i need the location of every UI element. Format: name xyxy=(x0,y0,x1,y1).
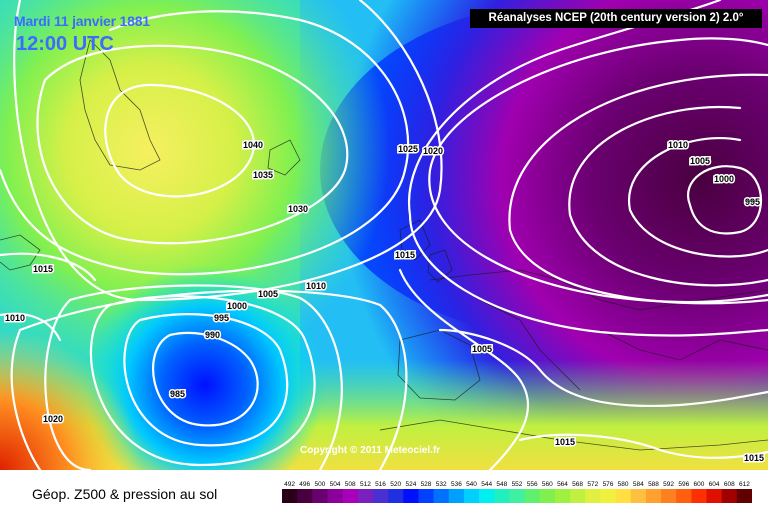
legend-swatch xyxy=(524,489,541,503)
legend-swatch xyxy=(357,489,374,503)
legend-tick-label: 576 xyxy=(603,481,614,488)
legend-tick-label: 580 xyxy=(618,481,629,488)
legend-tick-label: 492 xyxy=(284,481,295,488)
legend-tick-label: 604 xyxy=(709,481,720,488)
legend-swatch xyxy=(463,489,480,503)
legend-tick-label: 528 xyxy=(421,481,432,488)
legend-swatch xyxy=(615,489,632,503)
isobar-label: 1005 xyxy=(472,344,492,354)
isobar-label: 995 xyxy=(745,197,760,207)
isobars xyxy=(0,0,768,470)
legend-swatch xyxy=(736,489,752,503)
isobar-labels: 1040 1035 1030 1025 1020 1015 1010 1005 … xyxy=(4,139,766,465)
isobar-label: 1025 xyxy=(398,144,418,154)
legend-tick-label: 572 xyxy=(587,481,598,488)
legend-tick-label: 500 xyxy=(314,481,325,488)
isobar-label: 1000 xyxy=(227,301,247,311)
legend-swatch xyxy=(721,489,738,503)
legend-swatch xyxy=(630,489,647,503)
legend-title: Géop. Z500 & pression au sol xyxy=(32,486,218,502)
legend-tick-label: 556 xyxy=(527,481,538,488)
legend-tick-label: 512 xyxy=(360,481,371,488)
legend-tick-label: 596 xyxy=(678,481,689,488)
legend-swatch xyxy=(509,489,526,503)
legend-swatch xyxy=(645,489,662,503)
legend-tick-label: 608 xyxy=(724,481,735,488)
legend-tick-label: 552 xyxy=(512,481,523,488)
isobar-label: 1030 xyxy=(288,204,308,214)
legend-tick-label: 504 xyxy=(330,481,341,488)
legend-swatch xyxy=(297,489,313,503)
legend-swatch xyxy=(676,489,692,503)
legend-swatch xyxy=(479,489,495,503)
isobar-label: 990 xyxy=(205,330,220,340)
legend-tick-label: 532 xyxy=(436,481,447,488)
isobar-label: 1015 xyxy=(33,264,53,274)
color-scale-legend: 492 496 500 504 508 512 516 520 524 528 532 536 540 5… xyxy=(282,481,752,503)
legend-swatch xyxy=(388,489,404,503)
legend-swatch xyxy=(600,489,617,503)
time-label: 12:00 UTC xyxy=(16,33,114,55)
legend-swatch xyxy=(539,489,556,503)
isobar-label: 1000 xyxy=(714,174,734,184)
isobar-label: 985 xyxy=(170,389,185,399)
source-banner: Réanalyses NCEP (20th century version 2)… xyxy=(470,9,762,28)
legend-tick-label: 508 xyxy=(345,481,356,488)
legend-tick-label: 536 xyxy=(451,481,462,488)
legend-tick-label: 548 xyxy=(496,481,507,488)
isobar-label: 1020 xyxy=(43,414,63,424)
legend-tick-label: 612 xyxy=(739,481,750,488)
legend-swatch xyxy=(418,489,435,503)
legend-tick-label: 560 xyxy=(542,481,553,488)
legend-swatch xyxy=(403,489,419,503)
legend-swatch xyxy=(282,489,298,503)
isobar-label: 1015 xyxy=(744,453,764,463)
legend-tick-label: 496 xyxy=(299,481,310,488)
isobar-label: 1040 xyxy=(243,140,263,150)
legend-swatch xyxy=(448,489,465,503)
isobar-label: 1015 xyxy=(395,250,415,260)
legend-swatch xyxy=(691,489,708,503)
legend-swatch xyxy=(312,489,328,503)
isobar-label: 1010 xyxy=(306,281,326,291)
legend-swatch xyxy=(327,489,344,503)
legend-swatch xyxy=(661,489,677,503)
geopotential-map: 1040 1035 1030 1025 1020 1015 1010 1005 … xyxy=(0,0,768,470)
legend-swatch xyxy=(342,489,359,503)
isobar-label: 995 xyxy=(214,313,229,323)
isobar-label: 1015 xyxy=(555,437,575,447)
legend-tick-label: 584 xyxy=(633,481,644,488)
legend-tick-label: 544 xyxy=(481,481,492,488)
legend-swatch xyxy=(570,489,586,503)
isobar-label: 1005 xyxy=(690,156,710,166)
legend-tick-label: 564 xyxy=(557,481,568,488)
legend-tick-label: 600 xyxy=(693,481,704,488)
isobar-label: 1020 xyxy=(423,146,443,156)
legend-swatch xyxy=(706,489,723,503)
copyright-notice: Copyright © 2011 Meteociel.fr xyxy=(300,445,441,456)
legend-tick-label: 588 xyxy=(648,481,659,488)
legend-tick-label: 540 xyxy=(466,481,477,488)
legend-swatch xyxy=(585,489,601,503)
isobar-label: 1010 xyxy=(668,140,688,150)
legend-tick-label: 520 xyxy=(390,481,401,488)
legend-swatch xyxy=(494,489,510,503)
field-shading xyxy=(0,0,768,470)
legend-tick-label: 516 xyxy=(375,481,386,488)
legend-swatch xyxy=(433,489,450,503)
isobar-label: 1005 xyxy=(258,289,278,299)
isobar-label: 1010 xyxy=(5,313,25,323)
isobar-label: 1035 xyxy=(253,170,273,180)
legend-tick-label: 592 xyxy=(663,481,674,488)
legend-swatch xyxy=(554,489,571,503)
legend-tick-label: 568 xyxy=(572,481,583,488)
legend-swatch xyxy=(373,489,389,503)
date-label: Mardi 11 janvier 1881 xyxy=(14,13,150,29)
legend-tick-label: 524 xyxy=(405,481,416,488)
